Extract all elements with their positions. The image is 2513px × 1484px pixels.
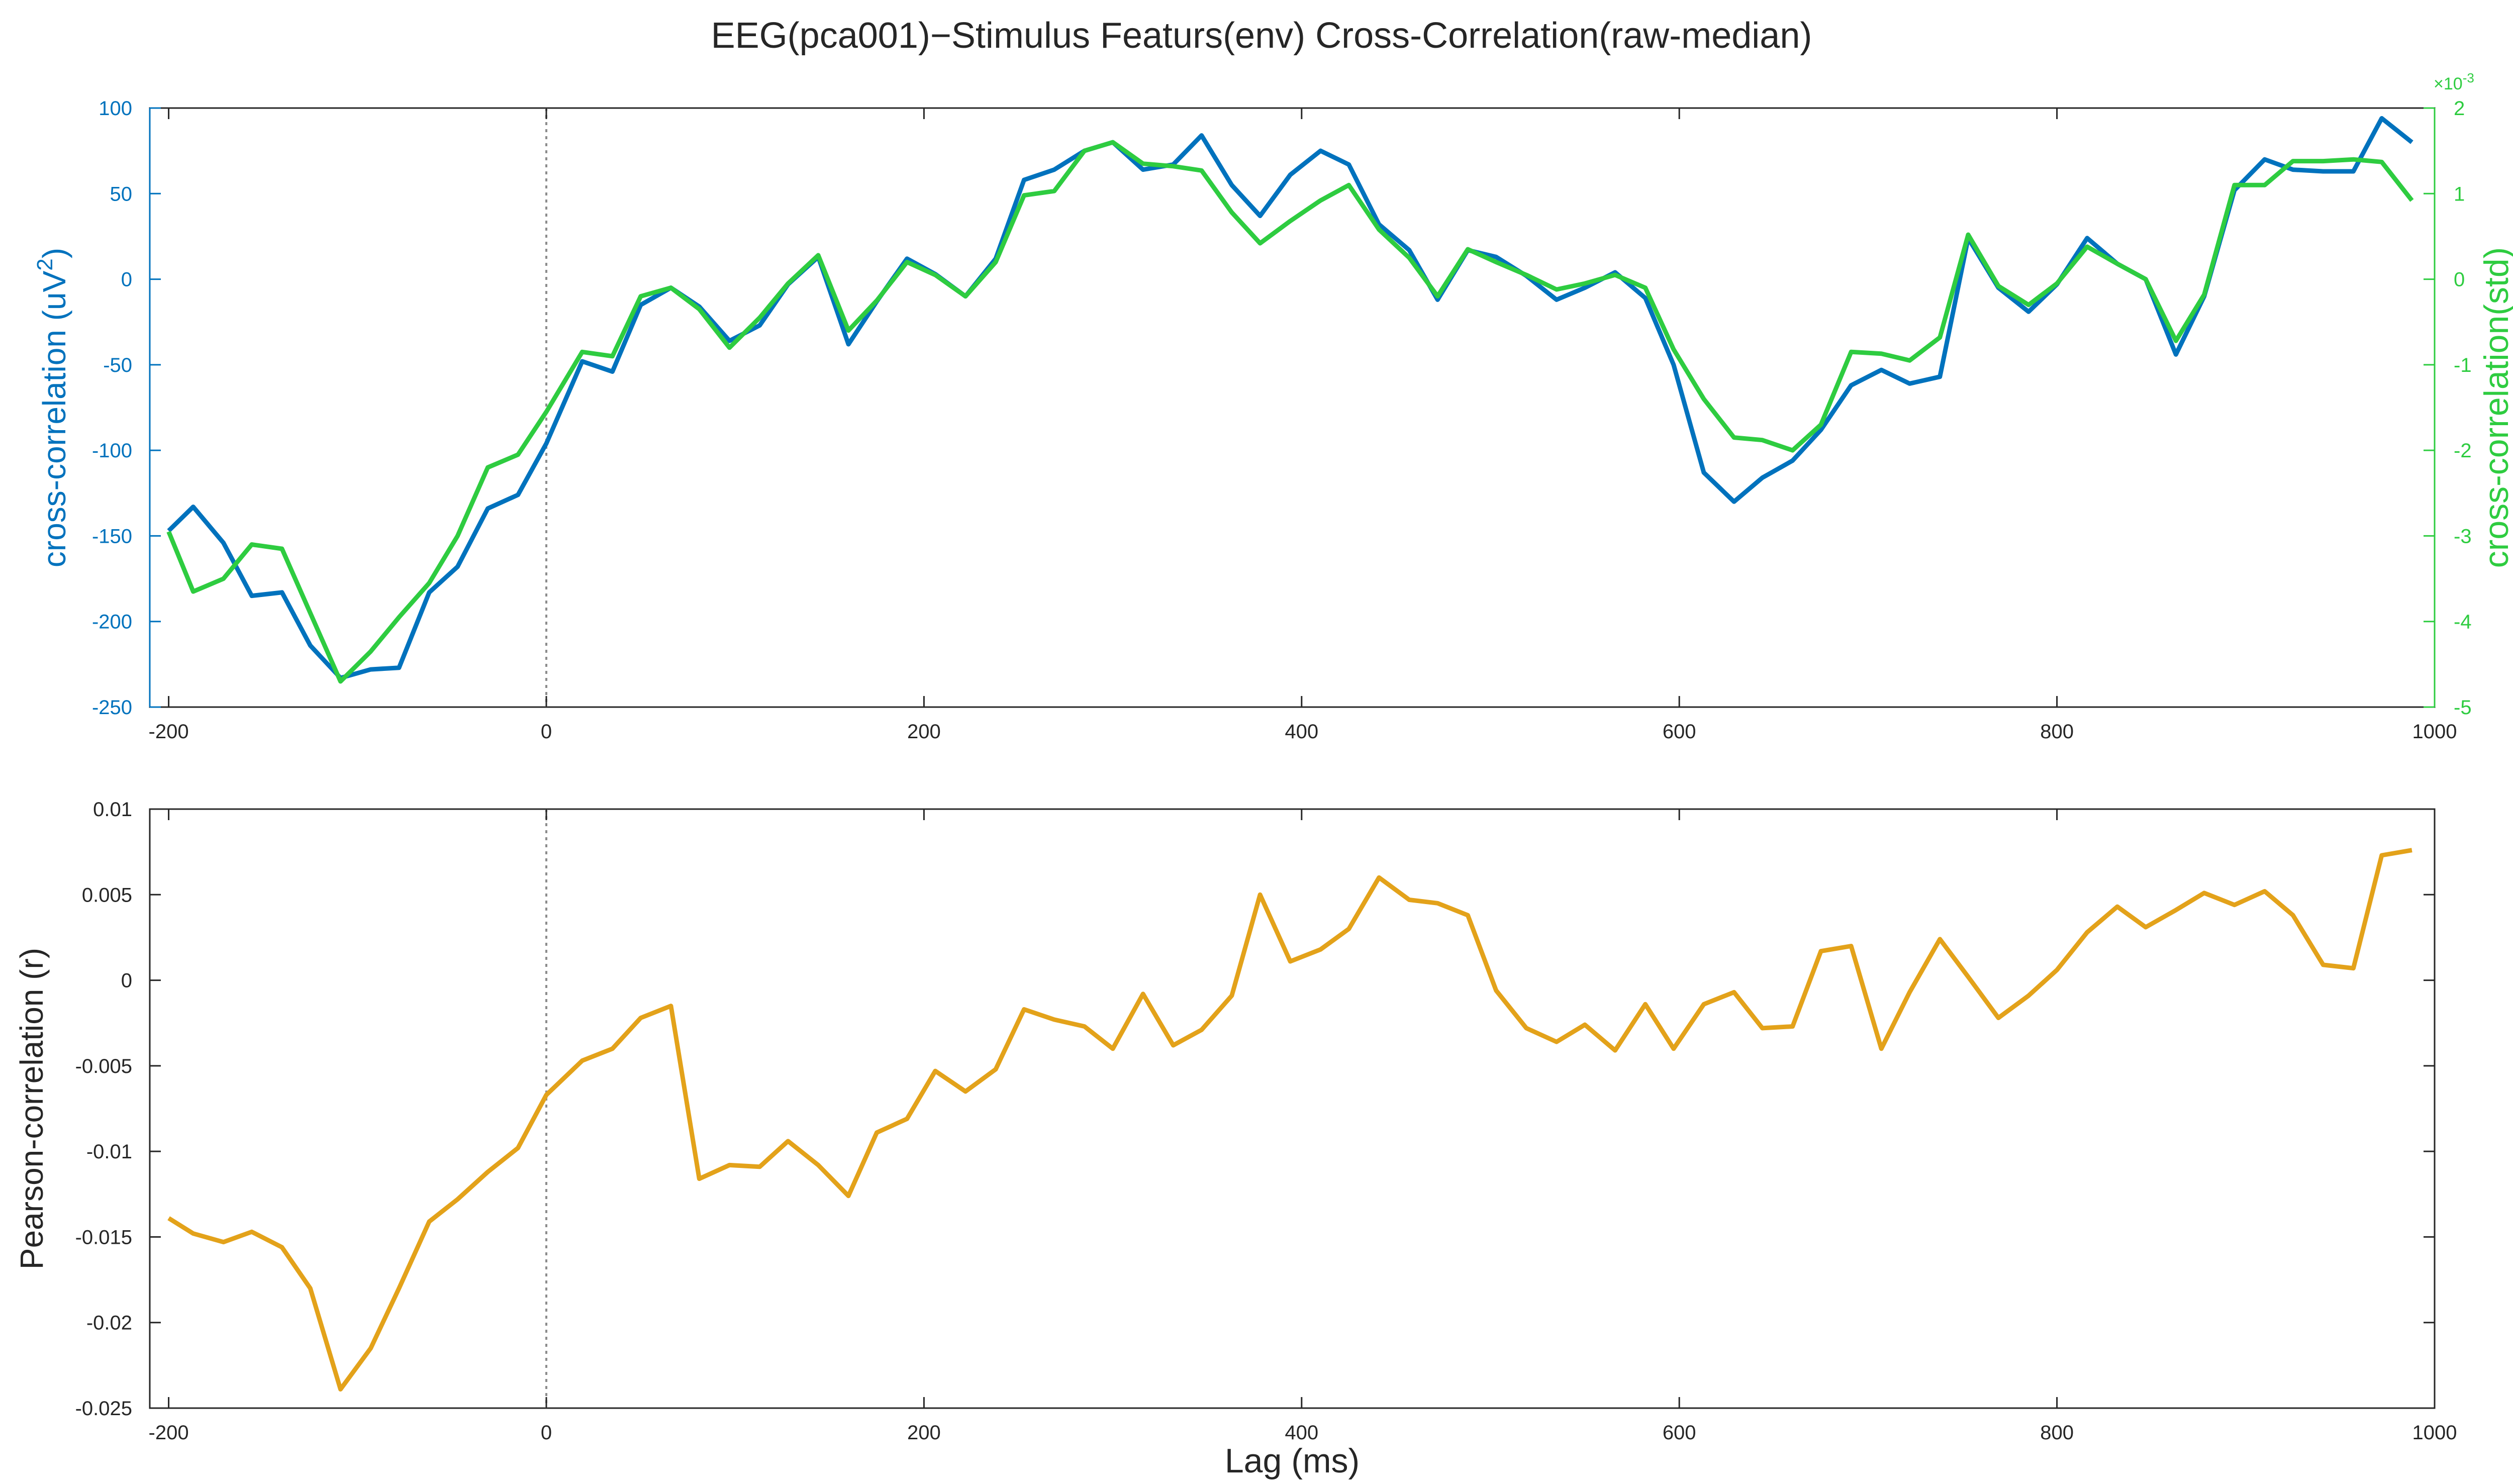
bottom-x-tick-label: 600	[1663, 1422, 1696, 1444]
bottom-x-tick-label: -200	[149, 1422, 189, 1444]
right-axis-exponent-label: ×10-3	[2434, 70, 2474, 93]
top-x-ticks: -200 0 200 400 600 800 1000	[149, 108, 2457, 743]
bottom-x-tick-label: 1000	[2412, 1422, 2457, 1444]
bottom-x-tick-label: 200	[907, 1422, 941, 1444]
top-x-tick-label: 800	[2040, 721, 2074, 743]
pearson-correlation-series-line	[167, 848, 2412, 1392]
figure-title: EEG(pca001)−Stimulus Featurs(env) Cross-…	[711, 16, 1812, 56]
top-left-y-ticks: -250 -200 -150 -100 -50 0 50 100	[92, 97, 161, 719]
bottom-axes-box	[149, 808, 2436, 1409]
top-right-y-tick-label: -1	[2454, 354, 2472, 376]
top-left-y-tick-label: 50	[110, 183, 133, 205]
right-axis-cross-correlation-std-series-line	[166, 140, 2414, 684]
top-left-y-axis-label: cross-correlation (uV2)	[33, 248, 72, 567]
bottom-y-tick-label: -0.02	[86, 1312, 132, 1334]
top-x-tick-label: 1000	[2412, 721, 2457, 743]
top-x-tick-label: 600	[1663, 721, 1696, 743]
top-left-y-tick-label: -200	[92, 611, 132, 633]
top-left-y-tick-label: 100	[99, 97, 132, 120]
bottom-y-tick-label: 0.005	[82, 884, 132, 906]
top-axes-cross-correlation: -200 0 200 400 600 800 1000 -250-200-150-100-5…	[33, 70, 2513, 743]
bottom-y-axis-label: Pearson-correlation (r)	[14, 948, 50, 1269]
top-right-y-tick-label: 1	[2454, 183, 2465, 205]
top-left-y-tick-label: 0	[121, 269, 132, 291]
bottom-x-tick-label: 800	[2040, 1422, 2074, 1444]
top-right-y-tick-label: -5	[2454, 697, 2472, 719]
top-right-y-tick-label: 0	[2454, 269, 2465, 291]
bottom-y-ticks: -0.025 -0.02 -0.015 -0.01 -0.005 0 0.005 0.01	[75, 799, 2435, 1420]
top-right-y-tick-label: -4	[2454, 611, 2472, 633]
bottom-x-ticks: -200 0 200 400 600 800 1000	[149, 809, 2457, 1444]
top-right-y-tick-label: 2	[2454, 97, 2465, 120]
top-right-y-ticks: -5 -4 -3 -2 -1 0 1 2	[2424, 97, 2472, 719]
bottom-x-tick-label: 400	[1285, 1422, 1318, 1444]
x-axis-label: Lag (ms)	[1225, 1442, 1360, 1480]
left-axis-cross-correlation-series-line	[167, 116, 2413, 680]
top-left-y-tick-label: -50	[103, 354, 132, 376]
top-right-y-tick-label: -3	[2454, 525, 2472, 547]
bottom-y-tick-label: 0.01	[93, 799, 132, 821]
bottom-x-tick-label: 0	[541, 1422, 552, 1444]
bottom-y-tick-label: -0.005	[75, 1055, 132, 1077]
top-right-y-tick-label: -2	[2454, 440, 2472, 462]
top-left-y-tick-label: -100	[92, 440, 132, 462]
bottom-y-tick-label: -0.015	[75, 1226, 132, 1248]
top-axes-box	[149, 107, 2436, 708]
top-right-y-axis-label: cross-correlation(std)	[2477, 247, 2513, 568]
top-x-tick-label: 400	[1285, 721, 1318, 743]
top-left-y-tick-label: -150	[92, 525, 132, 547]
top-x-tick-label: 0	[541, 721, 552, 743]
top-left-y-tick-label: -250	[92, 697, 132, 719]
bottom-y-tick-label: -0.01	[86, 1141, 132, 1163]
bottom-axes-pearson-correlation: -200 0 200 400 600 800 1000 -0.025-0.02-0.015-…	[14, 799, 2457, 1480]
bottom-y-tick-label: 0	[121, 970, 132, 992]
top-x-tick-label: -200	[149, 721, 189, 743]
top-x-tick-label: 200	[907, 721, 941, 743]
bottom-y-tick-label: -0.025	[75, 1398, 132, 1420]
